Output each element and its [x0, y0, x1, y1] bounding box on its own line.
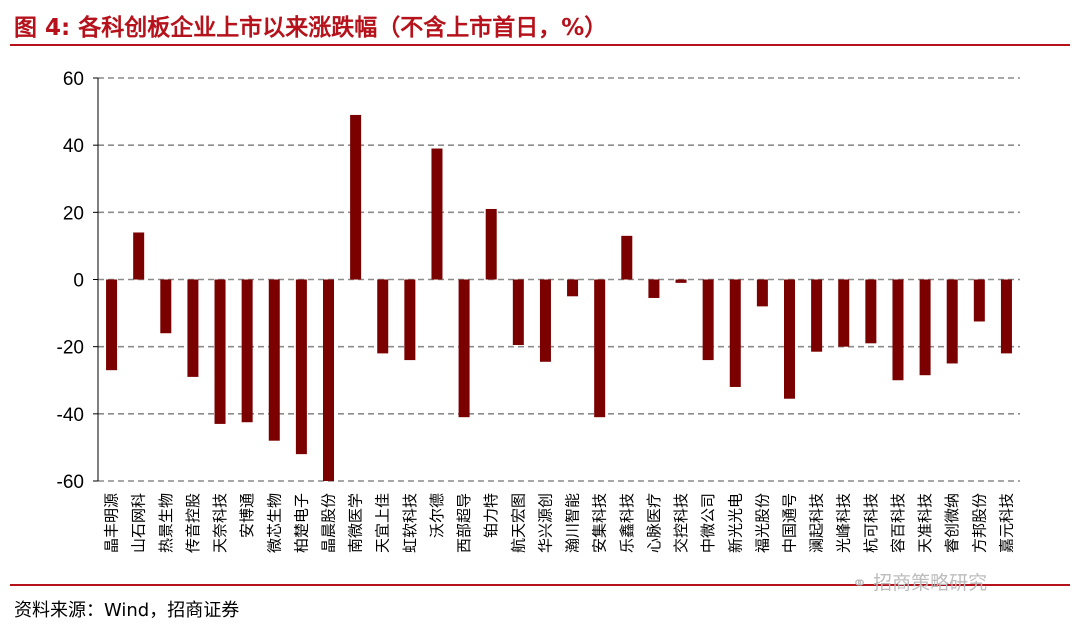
category-label: 新光光电 — [726, 493, 744, 553]
bar-铂力特 — [485, 208, 497, 280]
bar-沃尔德 — [431, 148, 443, 280]
title-rule — [10, 44, 1070, 46]
category-label: 天宜上佳 — [374, 493, 392, 553]
bar-天准科技 — [919, 279, 931, 376]
y-tick-label: 20 — [63, 203, 84, 224]
category-label: 晶晨股份 — [320, 493, 338, 553]
x-axis-labels: 晶丰明源 山石网科 热景生物 传音控股 天奈科技 安博通 微芯生物 柏楚电子 晶晨股份 南微医学天… — [103, 493, 1016, 553]
bar-虹软科技 — [404, 279, 416, 361]
bar-晶丰明源 — [106, 279, 118, 371]
y-axis: 60 40 20 0 -20 -40 -60 — [57, 69, 99, 493]
bar-山石网科 — [133, 232, 145, 280]
category-label: 福光股份 — [753, 493, 771, 553]
bar-天宜上佳 — [377, 279, 389, 354]
bar-新光光电 — [729, 279, 741, 387]
watermark-text: 招商策略研究 — [873, 572, 988, 594]
category-label: 睿创微纳 — [943, 493, 961, 553]
category-label: 澜起科技 — [808, 493, 826, 553]
bar-瀚川智能 — [567, 279, 579, 297]
bar-乐鑫科技 — [621, 235, 633, 280]
category-label: 航天宏图 — [509, 493, 527, 553]
category-label: 中微公司 — [699, 493, 717, 553]
footer-rule — [10, 584, 1070, 586]
category-label: 虹软科技 — [401, 493, 419, 553]
category-label: 西部超导 — [455, 493, 473, 553]
category-label: 光峰科技 — [835, 493, 853, 553]
category-label: 安集科技 — [591, 493, 609, 553]
bar-中国通号 — [784, 279, 795, 399]
source-note: 资料来源：Wind，招商证券 — [14, 600, 240, 621]
y-tick-label: 40 — [63, 136, 84, 157]
category-label: 方邦股份 — [970, 493, 988, 553]
bar-传音控股 — [187, 279, 199, 377]
y-tick-label: -20 — [57, 338, 84, 359]
category-label: 柏楚电子 — [292, 493, 310, 553]
bar-光峰科技 — [838, 279, 850, 347]
category-label: 南微医学 — [347, 493, 365, 553]
category-label: 交控科技 — [672, 493, 690, 553]
wechat-icon: ⚭ — [852, 573, 868, 594]
gridlines — [98, 77, 1020, 482]
category-label: 天准科技 — [916, 493, 934, 553]
category-label: 心脉医疗 — [645, 493, 663, 553]
y-tick-label: -40 — [57, 405, 84, 426]
bar-杭可科技 — [865, 279, 877, 344]
bar-晶晨股份 — [323, 279, 334, 481]
bar-澜起科技 — [811, 279, 823, 352]
category-label: 安博通 — [238, 493, 256, 538]
bar-华兴源创 — [539, 279, 551, 362]
bar-热景生物 — [160, 279, 172, 334]
bars — [106, 114, 1012, 481]
bar-容百科技 — [892, 279, 904, 381]
bar-嘉元科技 — [1000, 279, 1012, 354]
bar-方邦股份 — [973, 279, 985, 322]
category-label: 沃尔德 — [428, 493, 446, 538]
bar-睿创微纳 — [946, 279, 958, 364]
category-label: 传音控股 — [184, 493, 202, 553]
watermark: ⚭ 招商策略研究 — [852, 568, 987, 595]
bar-安集科技 — [594, 279, 606, 418]
bar-中微公司 — [702, 279, 714, 361]
bar-航天宏图 — [512, 279, 524, 345]
bar-交控科技 — [675, 279, 687, 283]
category-label: 华兴源创 — [536, 493, 554, 553]
bar-安博通 — [241, 279, 253, 423]
category-label: 山石网科 — [130, 493, 148, 553]
bar-微芯生物 — [268, 279, 280, 441]
bar-心脉医疗 — [648, 279, 660, 298]
bar-南微医学 — [350, 114, 362, 280]
chart-title: 图 4: 各科创板企业上市以来涨跌幅（不含上市首日，%） — [14, 15, 608, 41]
category-label: 容百科技 — [889, 493, 907, 553]
category-label: 瀚川智能 — [564, 493, 582, 553]
category-label: 铂力特 — [482, 493, 500, 538]
category-label: 杭可科技 — [862, 493, 880, 553]
category-label: 中国通号 — [781, 493, 799, 553]
bar-福光股份 — [756, 279, 768, 307]
category-label: 晶丰明源 — [103, 493, 121, 553]
category-label: 乐鑫科技 — [618, 493, 636, 553]
category-label: 嘉元科技 — [997, 493, 1015, 553]
category-label: 天奈科技 — [211, 493, 229, 553]
category-label: 热景生物 — [157, 493, 175, 553]
bar-西部超导 — [458, 279, 470, 418]
category-label: 微芯生物 — [265, 493, 283, 553]
y-tick-label: 60 — [63, 69, 84, 90]
y-tick-label: 0 — [73, 271, 84, 292]
bar-天奈科技 — [214, 279, 226, 424]
y-tick-label: -60 — [57, 472, 84, 493]
bar-柏楚电子 — [295, 279, 307, 455]
